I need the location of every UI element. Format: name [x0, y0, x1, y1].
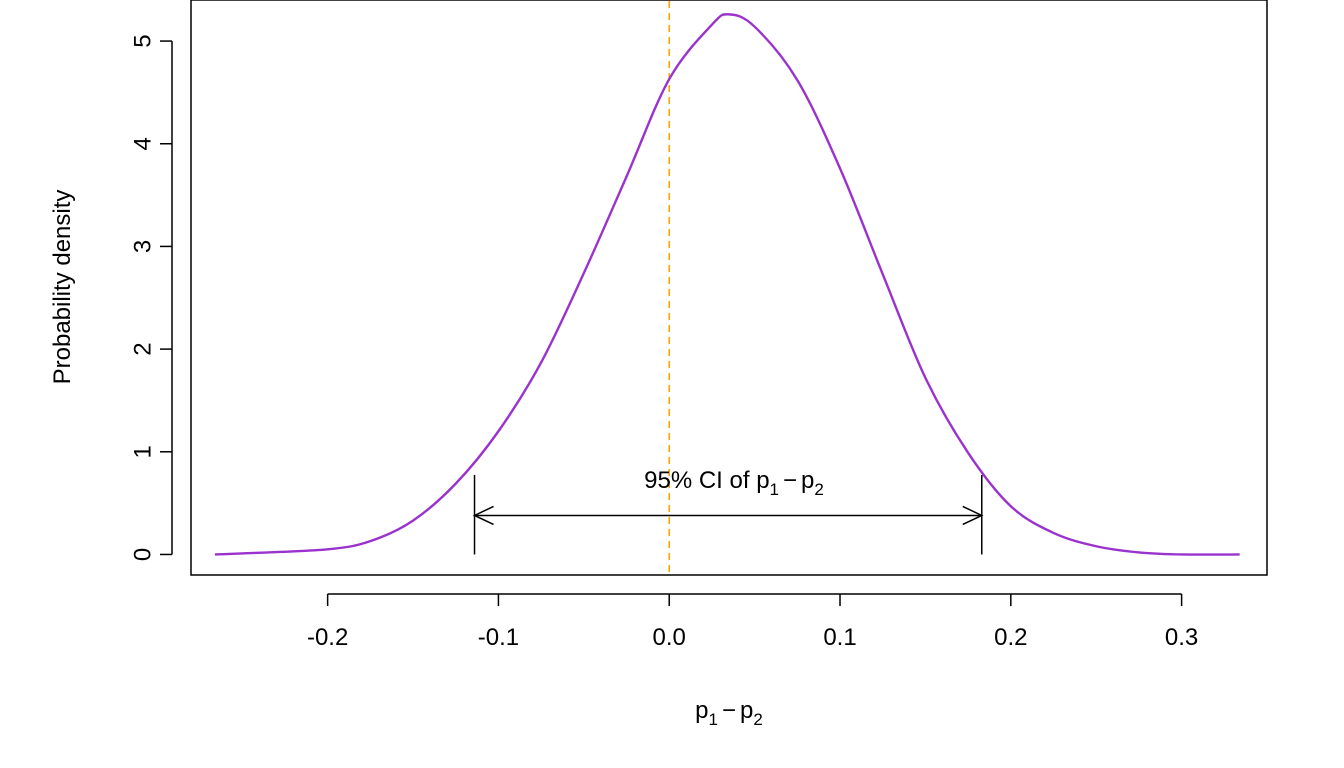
- y-tick-label: 3: [130, 240, 157, 253]
- density-curve: [214, 13, 1240, 556]
- x-axis-title: p1− p2: [695, 697, 763, 729]
- x-tick-label: 0.1: [823, 624, 856, 651]
- y-tick-label: 4: [130, 137, 157, 150]
- y-axis-title: Probability density: [49, 190, 76, 385]
- ci-arrow-head-left: [472, 505, 494, 526]
- x-axis: -0.2 -0.1 0.0 0.1 0.2 0.3: [307, 593, 1198, 651]
- y-tick-label: 2: [130, 342, 157, 355]
- chart-marks: [214, 1, 1240, 574]
- y-tick-label: 5: [130, 34, 157, 47]
- y-tick-label: 1: [130, 445, 157, 458]
- plot-frame: [190, 0, 1268, 576]
- x-tick-label: -0.1: [478, 624, 519, 651]
- ci-annotation: 95% CI of p1− p2: [644, 467, 824, 499]
- x-tick-label: 0.0: [653, 624, 686, 651]
- x-tick-label: 0.3: [1165, 624, 1198, 651]
- y-tick-label: 0: [130, 548, 157, 561]
- y-axis: 0 1 2 3 4 5: [130, 34, 173, 561]
- x-tick-label: -0.2: [307, 624, 348, 651]
- ci-arrow-head-right: [962, 505, 984, 526]
- x-tick-label: 0.2: [994, 624, 1027, 651]
